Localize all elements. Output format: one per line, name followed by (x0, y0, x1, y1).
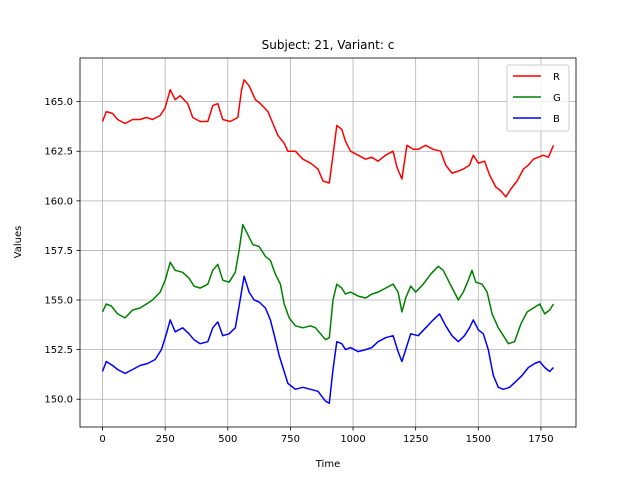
plot-frame (79, 57, 577, 428)
y-tick-label: 165.0 (44, 97, 73, 108)
x-tick-label: 750 (281, 434, 300, 445)
series-lines (101, 79, 555, 404)
y-axis-title: Values (13, 226, 24, 259)
x-axis-title: Time (315, 459, 340, 470)
legend-label-b: B (553, 114, 560, 125)
x-axis-ticks: 0 250 500 750 1000 1250 1500 1750 (99, 427, 554, 445)
y-tick-label: 155.0 (44, 296, 73, 307)
y-tick-label: 152.5 (44, 345, 73, 356)
x-tick-label: 1250 (403, 434, 428, 445)
y-axis-ticks: 150.0 152.5 155.0 157.5 160.0 162.5 165.0 (44, 97, 80, 406)
series-line-r (101, 79, 555, 198)
x-tick-label: 250 (156, 434, 175, 445)
legend-box (506, 64, 570, 132)
y-tick-label: 160.0 (44, 196, 73, 207)
legend-label-r: R (553, 72, 560, 83)
x-tick-label: 1750 (528, 434, 553, 445)
x-tick-label: 1000 (340, 434, 365, 445)
chart-title: Subject: 21, Variant: c (262, 38, 395, 52)
x-tick-label: 0 (99, 434, 105, 445)
x-tick-label: 500 (218, 434, 237, 445)
y-tick-label: 150.0 (44, 395, 73, 406)
y-tick-label: 157.5 (44, 246, 73, 257)
series-line-g (101, 223, 555, 345)
legend: RGB (506, 64, 570, 132)
series-line-b (101, 275, 555, 404)
legend-label-g: G (553, 93, 561, 104)
x-tick-label: 1500 (466, 434, 491, 445)
y-tick-label: 162.5 (44, 147, 73, 158)
